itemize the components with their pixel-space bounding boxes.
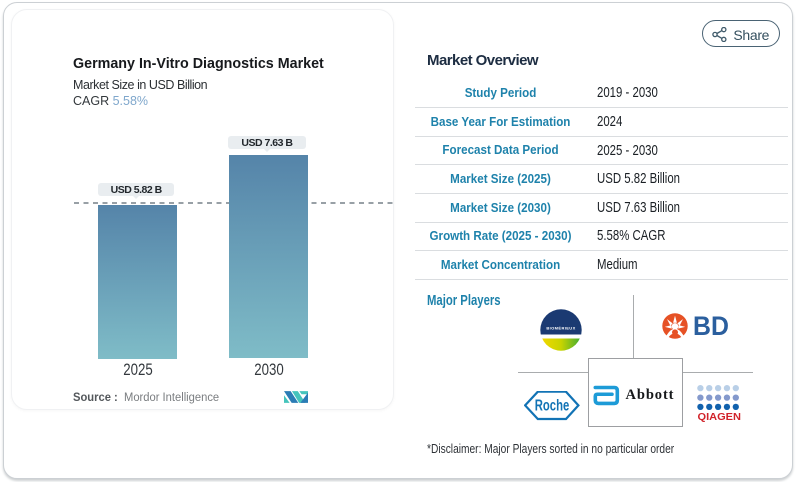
svg-text:QIAGEN: QIAGEN <box>698 412 742 422</box>
svg-text:BIOMÉRIEUX: BIOMÉRIEUX <box>546 326 575 331</box>
svg-text:Roche: Roche <box>534 397 569 414</box>
